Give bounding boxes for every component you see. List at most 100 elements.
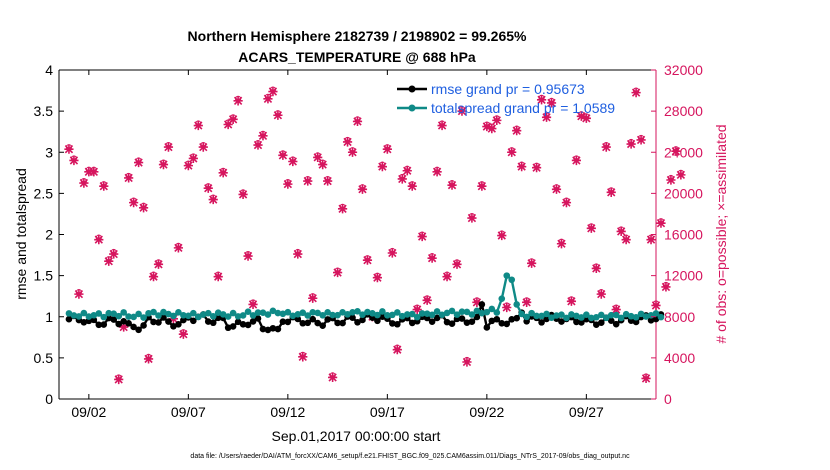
rmse-point <box>135 326 142 334</box>
spread-point <box>548 314 555 322</box>
spread-point <box>513 301 520 308</box>
obs-assimilated-marker <box>417 231 427 242</box>
obs-assimilated-marker <box>502 302 512 313</box>
obs-assimilated-marker <box>522 297 532 307</box>
rmse-point <box>125 320 132 327</box>
obs-assimilated-marker <box>591 263 601 274</box>
spread-point <box>518 310 525 318</box>
y-right-tick-label: 12000 <box>664 268 703 284</box>
spread-point <box>389 311 396 319</box>
spread-point <box>145 309 152 317</box>
rmse-point <box>160 314 167 321</box>
obs-assimilated-marker <box>616 226 626 237</box>
rmse-point <box>204 318 212 325</box>
spread-point <box>379 308 386 315</box>
spread-point <box>264 311 272 318</box>
obs-assimilated-marker <box>631 88 641 98</box>
obs-assimilated-marker <box>512 126 522 136</box>
rmse-point <box>244 321 252 329</box>
obs-assimilated-marker <box>84 167 94 177</box>
rmse-point <box>359 316 366 324</box>
obs-assimilated-marker <box>467 213 477 223</box>
obs-assimilated-marker <box>472 297 482 307</box>
spread-point <box>617 314 625 322</box>
rmse-point <box>612 320 620 328</box>
rmse-point <box>229 323 237 330</box>
rmse-point <box>498 320 506 327</box>
rmse-point <box>538 319 545 326</box>
y-left-tick-label: 3.5 <box>34 103 54 119</box>
x-tick-label: 09/27 <box>569 404 604 420</box>
rmse-point <box>209 319 217 327</box>
spread-point <box>637 310 645 318</box>
x-tick-label: 09/12 <box>270 404 305 420</box>
rmse-point <box>597 319 605 326</box>
obs-assimilated-marker <box>357 184 368 194</box>
spread-point <box>583 311 590 319</box>
obs-assimilated-marker <box>138 203 149 213</box>
spread-point <box>354 308 361 315</box>
spread-point <box>110 310 118 317</box>
rmse-point <box>468 318 476 326</box>
rmse-point <box>214 314 222 322</box>
spread-point <box>185 312 192 320</box>
spread-point <box>523 313 530 321</box>
spread-point <box>75 313 83 320</box>
obs-assimilated-marker <box>676 170 686 180</box>
x-tick-label: 09/02 <box>71 404 106 420</box>
legend-spread-marker <box>408 104 416 112</box>
obs-assimilated-marker <box>392 345 402 355</box>
obs-assimilated-marker <box>278 150 288 160</box>
rmse-point <box>558 318 565 325</box>
rmse-point <box>389 320 396 327</box>
obs-assimilated-marker <box>427 253 437 263</box>
spread-point <box>498 295 506 302</box>
obs-assimilated-marker <box>372 273 382 283</box>
rmse-point <box>309 315 317 323</box>
spread-point <box>160 308 167 316</box>
y-left-tick-label: 2 <box>45 227 53 243</box>
spread-point <box>642 313 650 320</box>
y-left-tick-label: 1.5 <box>34 268 54 284</box>
rmse-point <box>150 318 157 326</box>
obs-assimilated-marker <box>492 115 502 125</box>
obs-assimilated-marker <box>218 168 228 178</box>
rmse-point <box>299 319 307 327</box>
rmse-point <box>269 324 277 332</box>
spread-point <box>448 307 456 315</box>
spread-point <box>627 312 635 320</box>
rmse-point <box>324 316 331 323</box>
rmse-point <box>234 318 242 326</box>
spread-point <box>274 309 282 317</box>
obs-assimilated-marker <box>646 235 656 245</box>
obs-assimilated-marker <box>541 112 552 122</box>
obs-assimilated-marker <box>198 142 208 152</box>
spread-point <box>294 311 302 318</box>
obs-assimilated-marker <box>303 176 313 186</box>
obs-assimilated-marker <box>532 163 542 173</box>
rmse-point <box>239 321 247 328</box>
spread-point <box>408 310 416 318</box>
spread-point <box>369 310 376 317</box>
spread-point <box>314 309 322 317</box>
spread-point <box>309 308 317 316</box>
y-left-tick-label: 1 <box>45 309 53 325</box>
spread-point <box>204 309 212 317</box>
spread-point <box>85 313 93 320</box>
spread-point <box>199 311 207 318</box>
rmse-point <box>488 317 496 325</box>
obs-assimilated-marker <box>377 162 387 172</box>
rmse-point <box>264 326 272 334</box>
rmse-point <box>140 322 147 329</box>
obs-assimilated-marker <box>556 239 567 249</box>
spread-point <box>443 309 451 317</box>
spread-point <box>493 309 501 316</box>
obs-assimilated-marker <box>158 159 169 170</box>
spread-point <box>115 312 122 320</box>
obs-assimilated-marker <box>228 114 238 124</box>
spread-point <box>279 310 287 318</box>
obs-assimilated-marker <box>546 98 557 108</box>
spread-point <box>612 311 620 319</box>
obs-assimilated-marker <box>283 179 293 189</box>
obs-assimilated-marker <box>233 96 243 106</box>
